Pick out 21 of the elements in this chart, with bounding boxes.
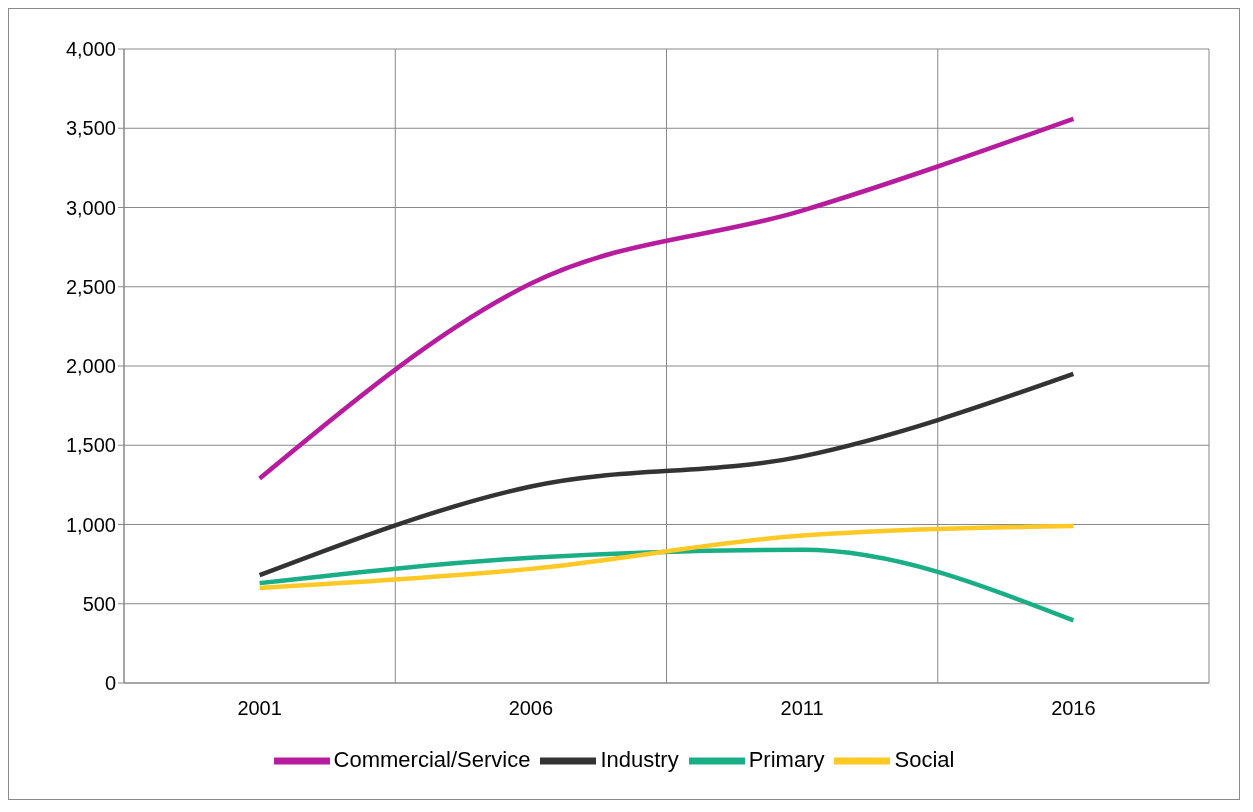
line-series [257,523,1076,591]
y-tick-label: 500 [82,592,116,615]
legend-label: Industry [600,746,679,772]
y-tick-label: 1,000 [65,513,116,536]
legend-label: Social [894,746,955,772]
y-tick-label: 2,500 [65,275,116,298]
line-series [257,371,1076,578]
x-tick-label: 2006 [508,697,554,720]
y-tick-label: 1,500 [65,434,116,457]
legend-label: Primary [748,746,825,772]
x-tick-label: 2001 [237,697,282,720]
line-series [257,547,1076,623]
y-tick-label: 4,000 [65,38,116,61]
y-tick-label: 2,000 [65,355,116,378]
y-tick-label: 0 [104,672,116,695]
x-tick-label: 2011 [780,697,824,720]
legend-label: Commercial/Service [333,746,531,772]
y-tick-label: 3,000 [65,196,116,219]
y-tick-label: 3,500 [65,117,116,140]
x-tick-label: 2016 [1051,697,1096,720]
line-series [257,116,1076,481]
